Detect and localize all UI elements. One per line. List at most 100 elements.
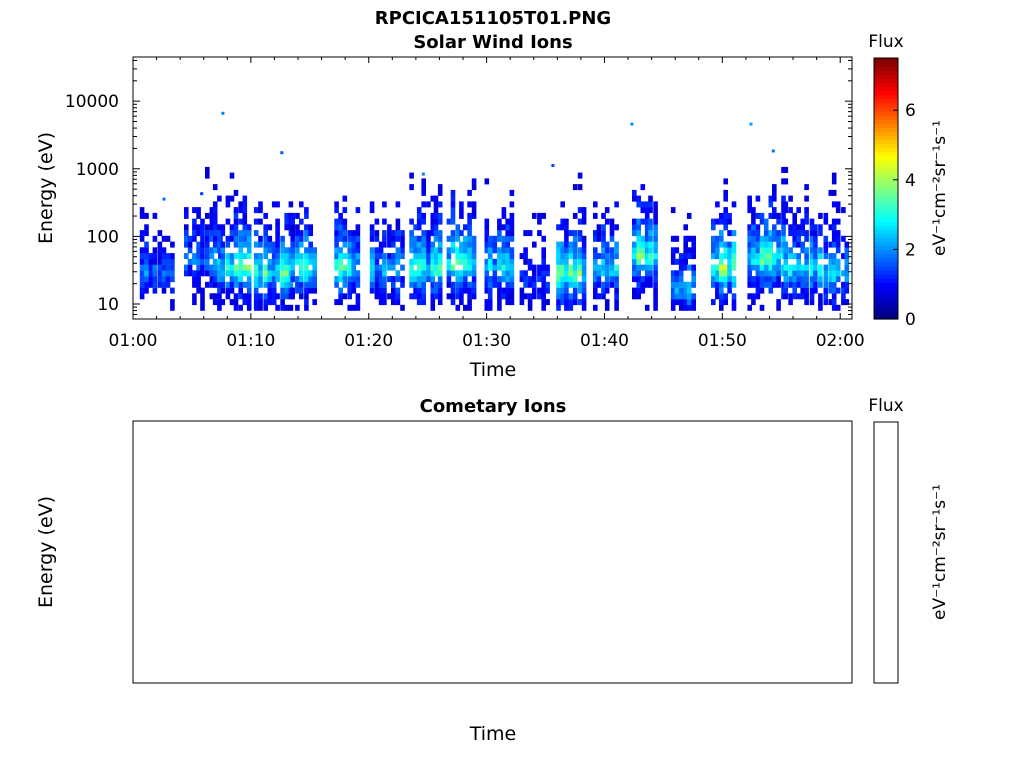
heatmap-cell [604,207,610,214]
heatmap-cell [430,230,436,237]
heatmap-cell [387,258,392,265]
heatmap-cell [430,218,436,225]
y-axis-label: Energy (eV) [35,132,57,244]
heatmap-cell [560,253,565,260]
heatmap-cell [572,230,578,237]
heatmap-cell [430,264,436,271]
heatmap-cell [308,224,313,231]
heatmap-cell [382,270,387,277]
heatmap-cell [556,287,561,294]
heatmap-cell [831,304,837,311]
heatmap-cell [719,230,724,237]
heatmap-cell [581,247,587,254]
colorbar-step [874,229,898,234]
heatmap-cell [421,258,426,265]
heatmap-cell [523,253,528,260]
heatmap-cell [644,207,650,214]
heatmap-cell [200,235,205,242]
heatmap-cell [288,304,294,311]
heatmap-cell [144,276,149,283]
heatmap-cell [338,212,343,219]
heatmap-cell [505,281,510,288]
heatmap-cell [433,258,439,265]
heatmap-cell [258,218,263,225]
heatmap-cell [220,276,226,283]
heatmap-cell [437,247,443,254]
heatmap-cell [800,281,805,288]
heatmap-cell [768,253,774,260]
heatmap-cell [267,293,273,300]
panel-cometary-ions: Cometary Ions Time Energy (eV) Flux eV⁻¹… [35,396,950,745]
heatmap-cell [467,264,472,271]
heatmap-cell [614,281,619,288]
heatmap-cell [290,235,295,242]
heatmap-cell [238,293,243,300]
heatmap-cell [338,235,343,242]
x-ticks: 01:00 01:10 01:20 01:30 01:40 01:50 02:00 [109,57,865,351]
heatmap-cell [253,281,259,288]
heatmap-cell [823,241,829,248]
heatmap-cell [463,253,468,260]
heatmap-cell [471,247,477,254]
heatmap-cell [217,281,222,288]
heatmap-cell [768,241,774,248]
heatmap-cell [804,293,809,300]
heatmap-cell [487,281,493,288]
heatmap-cell [238,235,243,242]
heatmap-cell [459,281,464,288]
heatmap-cell [788,195,793,202]
heatmap-cell [644,201,650,208]
heatmap-cell [242,270,248,277]
heatmap-cell [426,264,431,271]
heatmap-cell [308,276,313,283]
heatmap-cell [828,253,834,260]
colorbar-step [874,290,898,296]
heatmap-cell [556,253,561,260]
heatmap-cell [683,253,688,260]
heatmap-cell [233,270,239,277]
heatmap-cell [648,230,653,237]
heatmap-cell [751,299,756,306]
heatmap-cell [809,218,815,225]
heatmap-cell [844,299,850,306]
heatmap-cell [581,287,587,294]
heatmap-cell [275,230,280,237]
heatmap-cell [648,235,653,242]
heatmap-cell [747,247,752,254]
colorbar-step [874,66,898,71]
heatmap-cell [280,276,285,283]
heatmap-cell [446,253,452,260]
heatmap-cell [572,270,578,277]
heatmap-cell [220,241,226,248]
heatmap-cell [484,235,490,242]
heatmap-cell [378,287,384,294]
heatmap-cell [437,264,443,271]
heatmap-cell [450,212,456,219]
heatmap-cell [487,293,493,300]
heatmap-cell [144,212,149,219]
heatmap-cell [788,253,793,260]
heatmap-cell [387,253,392,260]
heatmap-cell [636,218,641,225]
heatmap-cell [751,218,756,225]
colorbar-step [874,143,898,149]
heatmap-cell [768,264,774,271]
heatmap-cell [564,276,569,283]
heatmap-cell [609,247,615,254]
heatmap-cell [152,276,158,283]
x-tick-label: 01:40 [580,331,629,351]
heatmap-cell [768,201,774,208]
heatmap-cell [487,253,493,260]
heatmap-cell [471,212,477,219]
heatmap-cell [484,270,490,277]
heatmap-cell [788,247,793,254]
heatmap-cell [225,235,231,242]
heatmap-cell [409,184,414,191]
heatmap-cell [312,258,317,265]
heatmap-cell [299,230,304,237]
heatmap-cell [355,207,361,214]
heatmap-cell [275,253,280,260]
heatmap-cell [369,258,375,265]
heatmap-cell [568,270,574,277]
